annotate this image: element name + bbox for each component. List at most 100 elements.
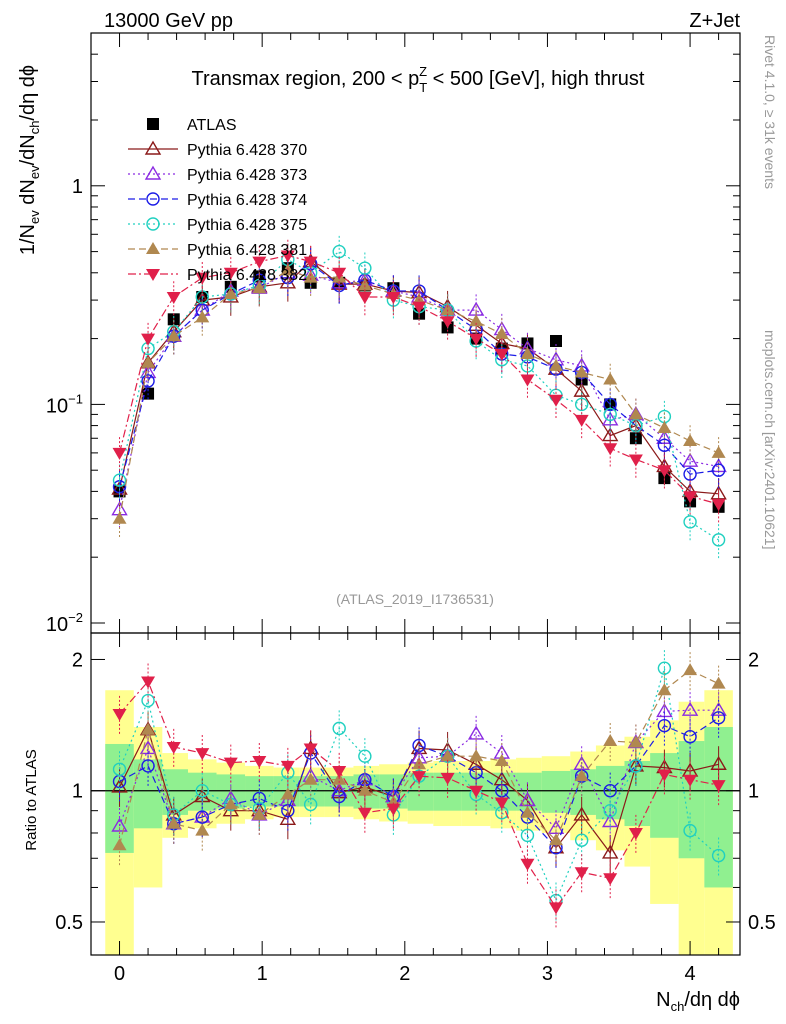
- main-title-post: < 500 [GeV], high thrust: [427, 68, 645, 90]
- data-point: [112, 511, 127, 524]
- main-title-sub: T: [419, 80, 427, 95]
- ratio-point: [574, 833, 589, 847]
- ratio-panel: 0.5 0.5 1 1 2 2 0 1 2 3 4: [55, 632, 776, 985]
- ratio-point: [657, 718, 672, 733]
- ratio-series-5: [112, 663, 726, 928]
- series-line: [118, 272, 719, 510]
- legend-marker: [146, 192, 160, 206]
- data-point: [494, 349, 509, 362]
- ratio-line: [119, 717, 719, 849]
- ratio-point: [141, 676, 156, 689]
- ratio-point: [195, 823, 210, 836]
- legend-label: Pythia 6.428 375: [187, 217, 307, 234]
- data-point: [357, 291, 372, 304]
- ratio-point: [141, 722, 156, 735]
- ratio-point: [166, 816, 181, 829]
- ratio-point: [520, 828, 535, 843]
- ratio-point: [386, 803, 401, 816]
- data-point: [711, 499, 726, 512]
- band-inner: [133, 759, 163, 829]
- legend-entry: Pythia 6.428 375: [128, 217, 307, 234]
- data-point: [520, 347, 535, 360]
- data-point: [711, 533, 726, 547]
- ratio-point: [710, 701, 727, 716]
- band-inner: [678, 741, 705, 859]
- ratio-y-tick-label-right: 0.5: [748, 912, 776, 934]
- ratio-point: [357, 807, 372, 820]
- data-point: [683, 491, 698, 504]
- ratio-point: [141, 759, 155, 773]
- ratio-point: [683, 730, 697, 744]
- ratio-point: [683, 823, 697, 838]
- ratio-y-tick-label-right: 1: [748, 781, 759, 803]
- data-point: [628, 407, 643, 420]
- ratio-point: [681, 701, 699, 716]
- ratio-axes: 0.5 0.5 1 1 2 2 0 1 2 3 4: [55, 633, 776, 985]
- data-point: [195, 310, 210, 323]
- legend-entry: Pythia 6.428 373: [128, 165, 307, 184]
- ratio-point: [683, 663, 698, 676]
- data-point: [711, 445, 726, 458]
- ratio-point: [657, 683, 672, 696]
- y-tick-label: 10−2: [46, 610, 83, 636]
- ratio-point: [629, 759, 643, 773]
- data-point: [520, 374, 535, 387]
- data-point: [711, 463, 726, 477]
- y-axis-label-ratio: Ratio to ATLAS: [23, 749, 40, 850]
- data-point: [549, 334, 562, 347]
- data-point: [574, 365, 589, 378]
- legend-marker: [144, 140, 162, 155]
- ratio-point: [112, 762, 127, 776]
- data-point: [223, 286, 238, 299]
- data-point: [573, 382, 590, 397]
- ratio-point: [574, 769, 589, 782]
- data-point: [112, 473, 127, 487]
- ratio-point: [111, 817, 128, 832]
- header-energy: 13000 GeV pp: [104, 10, 233, 32]
- ratio-point: [520, 805, 535, 818]
- ratio-point: [195, 784, 209, 798]
- ratio-point: [628, 827, 643, 840]
- main-axes: 10−2 10−1 1: [46, 32, 740, 636]
- ratio-y-tick-label-right: 2: [748, 649, 759, 671]
- ratio-point: [603, 734, 618, 747]
- ratio-point: [469, 785, 484, 798]
- data-point: [440, 303, 455, 316]
- data-point: [166, 291, 181, 304]
- data-point: [412, 301, 427, 314]
- data-point: [469, 333, 484, 346]
- ratio-point: [195, 748, 210, 761]
- ratio-point: [683, 774, 698, 787]
- ratio-point: [628, 735, 643, 748]
- data-point: [332, 267, 347, 280]
- data-point: [141, 355, 156, 368]
- ratio-point: [711, 848, 726, 863]
- legend-entry: Pythia 6.428 382: [128, 267, 307, 284]
- data-point: [603, 407, 617, 422]
- data-point: [252, 281, 267, 294]
- y-tick-label: 10−1: [46, 391, 83, 417]
- ratio-frame: [90, 632, 741, 956]
- legend-label: Pythia 6.428 370: [187, 142, 307, 159]
- ratio-point: [520, 858, 535, 871]
- data-point: [357, 278, 372, 291]
- legend: ATLAS Pythia 6.428 370 Pythia 6.428 373 Pyt…: [128, 117, 307, 284]
- ratio-point: [657, 769, 672, 782]
- main-title-pre: Transmax region, 200 < p: [192, 68, 420, 90]
- x-tick-label: 1: [257, 963, 268, 985]
- ratio-point: [303, 772, 318, 785]
- data-point: [548, 358, 563, 371]
- ratio-point: [303, 743, 318, 756]
- data-point: [303, 256, 318, 269]
- x-tick-label: 4: [685, 963, 696, 985]
- data-point: [469, 314, 484, 327]
- data-point: [303, 270, 318, 283]
- ratio-point: [223, 757, 238, 770]
- ratio-point: [279, 810, 297, 825]
- legend-entry: Pythia 6.428 370: [128, 140, 307, 159]
- legend-marker: [144, 165, 162, 180]
- ratio-point: [603, 873, 618, 886]
- ratio-point: [252, 755, 267, 768]
- ratio-point: [166, 741, 181, 754]
